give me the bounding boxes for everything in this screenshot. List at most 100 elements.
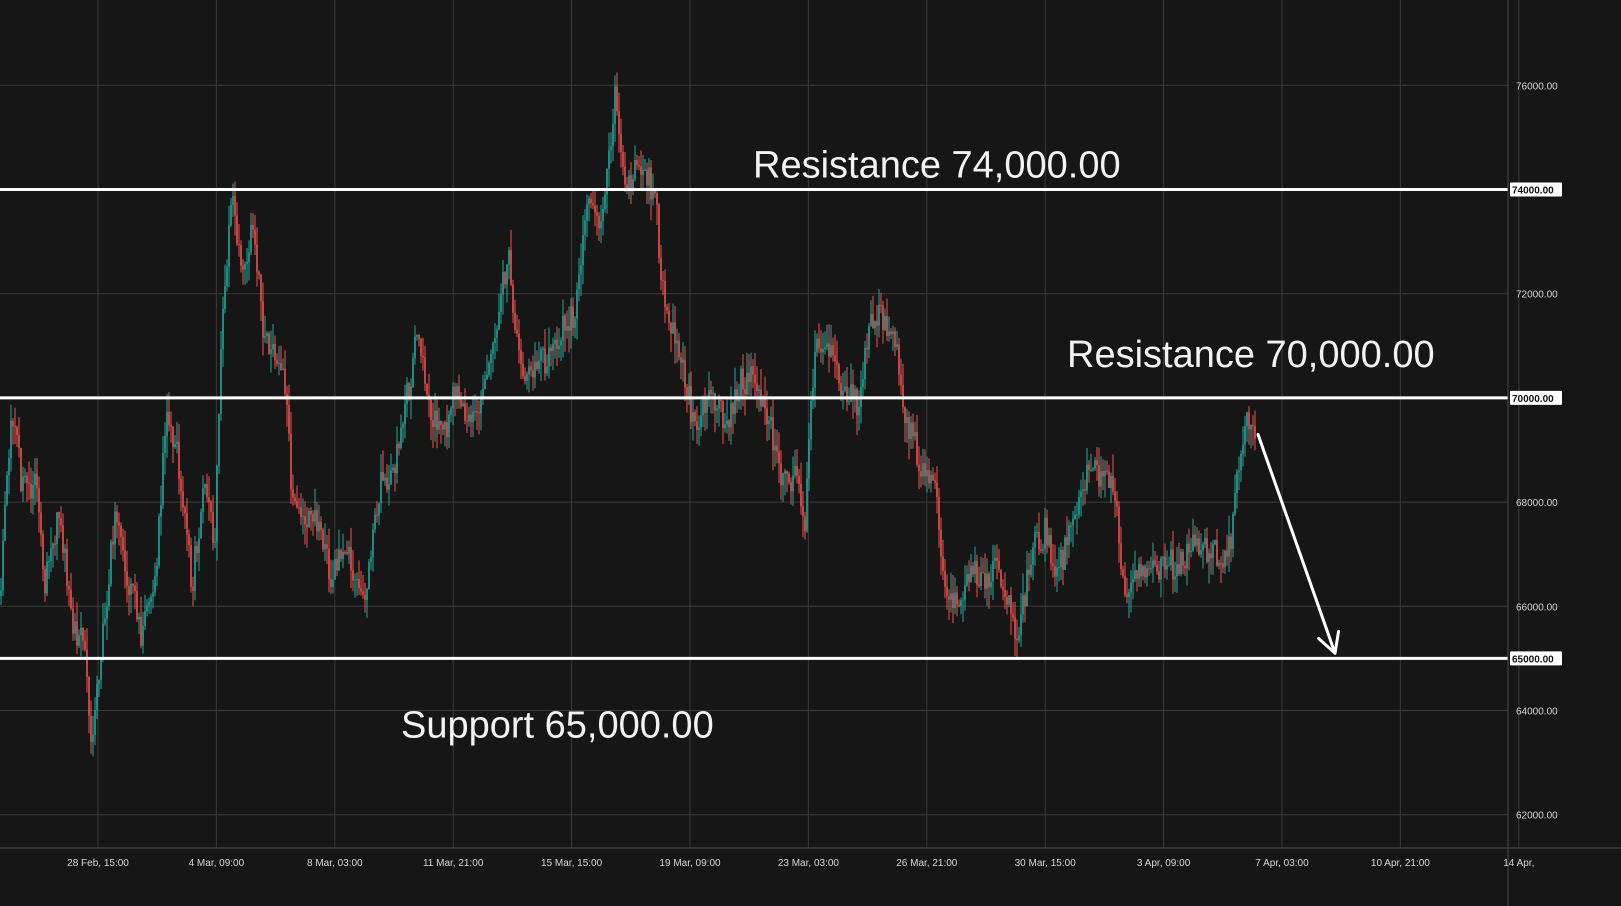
candle	[866, 333, 868, 364]
candle	[1066, 516, 1068, 565]
candle	[802, 491, 804, 538]
candle	[1182, 548, 1184, 575]
candle	[936, 466, 938, 514]
candle	[218, 413, 220, 475]
candle	[342, 533, 344, 569]
candle	[540, 346, 542, 382]
candle	[780, 450, 782, 501]
candle	[1214, 539, 1216, 546]
candle	[266, 331, 268, 344]
candle	[928, 458, 930, 489]
candle	[254, 214, 256, 256]
candle	[1146, 560, 1148, 587]
candle	[302, 498, 304, 535]
candle	[630, 162, 632, 204]
time-axis[interactable]: 28 Feb, 15:00 4 Mar, 09:00 8 Mar, 03:00 11 …	[0, 847, 1621, 869]
candle	[740, 365, 742, 410]
y-tick-label: 68000.00	[1516, 498, 1558, 509]
candle	[978, 566, 980, 588]
candle	[154, 562, 156, 597]
candle	[230, 197, 232, 228]
candle	[886, 298, 888, 342]
candle	[296, 485, 298, 509]
candle	[324, 523, 326, 561]
candle	[416, 334, 418, 341]
candle	[604, 189, 606, 213]
candle	[1242, 426, 1244, 467]
candle	[98, 679, 100, 698]
y-tick-label: 66000.00	[1516, 602, 1558, 613]
candle	[654, 190, 656, 198]
candle	[1200, 533, 1202, 559]
candle	[1150, 556, 1152, 574]
candle	[240, 240, 242, 273]
candle	[620, 118, 622, 168]
candle	[256, 227, 258, 287]
candle	[262, 282, 264, 356]
price-axis[interactable]: 62000.00 64000.00 66000.00 68000.00 70000.00…	[1507, 0, 1562, 906]
candle	[300, 493, 302, 526]
candle	[836, 340, 838, 380]
candle	[1244, 415, 1246, 457]
candle	[820, 330, 822, 363]
candle	[214, 528, 216, 549]
candle	[746, 352, 748, 399]
candle	[646, 162, 648, 204]
candle	[1046, 509, 1048, 554]
candle	[768, 415, 770, 441]
candle	[524, 367, 526, 385]
candle	[238, 223, 240, 257]
candle	[384, 473, 386, 486]
candle	[948, 589, 950, 620]
candle	[156, 557, 158, 587]
candle	[934, 472, 936, 489]
candle	[732, 401, 734, 435]
candle	[1088, 460, 1090, 483]
level-axis-tag	[1510, 182, 1562, 197]
candle	[972, 561, 974, 578]
candle	[228, 205, 230, 288]
candle	[942, 539, 944, 580]
candle	[64, 544, 66, 573]
candle	[756, 366, 758, 409]
candle	[808, 422, 810, 492]
candle	[628, 169, 630, 199]
candle	[974, 546, 976, 584]
candle	[734, 367, 736, 424]
candle	[104, 602, 106, 626]
candle	[596, 204, 598, 236]
candle	[530, 361, 532, 377]
candle	[1186, 534, 1188, 586]
candle	[842, 372, 844, 410]
candle	[268, 331, 270, 355]
candle	[578, 258, 580, 302]
candle	[36, 458, 38, 502]
candle	[658, 203, 660, 264]
candle	[708, 371, 710, 407]
candle	[964, 565, 966, 611]
candle	[1084, 479, 1086, 505]
candle	[698, 415, 700, 446]
candle	[744, 377, 746, 416]
candle	[60, 506, 62, 533]
candle	[210, 499, 212, 524]
candle	[344, 550, 346, 555]
candle	[890, 327, 892, 340]
candle	[34, 458, 36, 506]
candle	[806, 462, 808, 533]
candle	[484, 371, 486, 390]
candle	[648, 158, 650, 205]
candle	[82, 627, 84, 651]
candle	[1218, 559, 1220, 570]
candle	[180, 470, 182, 512]
x-tick-label: 23 Mar, 03:00	[778, 858, 840, 869]
candle	[692, 399, 694, 441]
candle	[1054, 544, 1056, 587]
candle	[1034, 525, 1036, 566]
candle	[892, 325, 894, 351]
candle	[946, 574, 948, 610]
candle	[812, 368, 814, 409]
candle	[868, 323, 870, 359]
candle	[250, 212, 252, 256]
